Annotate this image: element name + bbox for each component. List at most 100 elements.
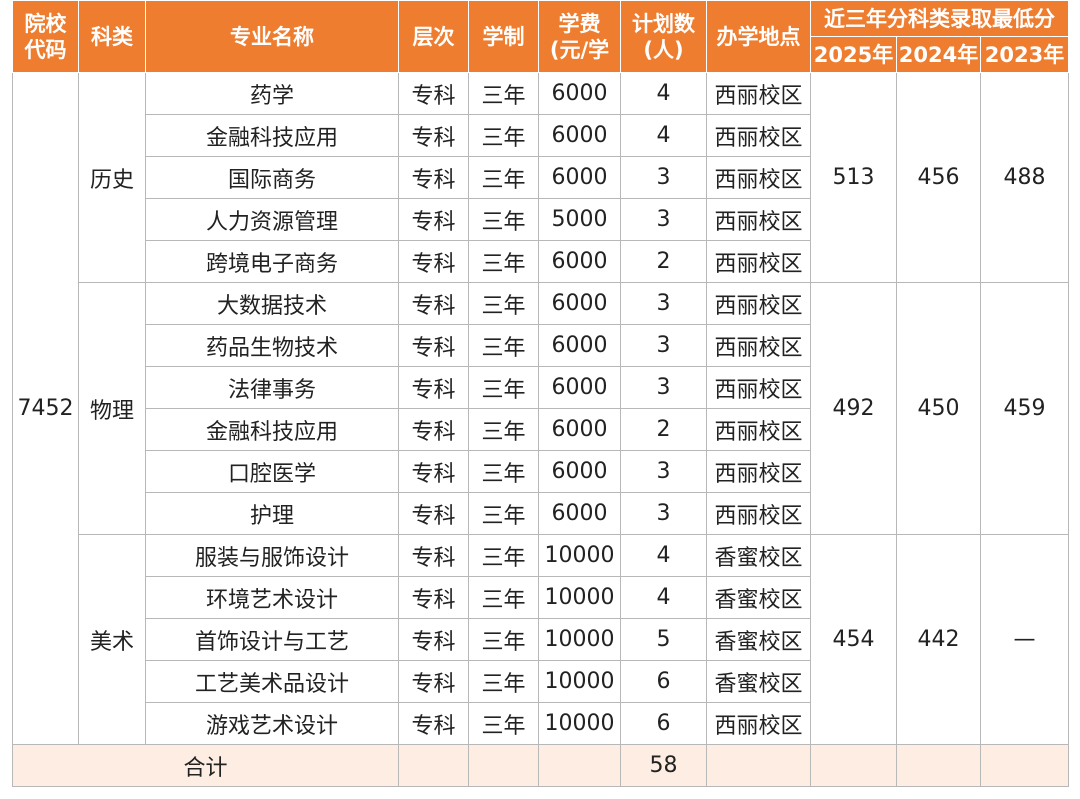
table-row: 7452 历史 药学 专科 三年 6000 4 西丽校区 513 456 488 xyxy=(12,72,1070,745)
fee: 6000 xyxy=(538,450,621,493)
table-row: 跨境电子商务 专科 三年 6000 2 西丽校区 xyxy=(13,240,1069,283)
level: 专科 xyxy=(398,492,469,535)
major: 药品生物技术 xyxy=(145,324,399,367)
min-score: — xyxy=(979,534,1070,745)
table-row: 法律事务 专科 三年 6000 3 西丽校区 xyxy=(13,366,1069,409)
fee: 10000 xyxy=(538,534,621,577)
plan: 2 xyxy=(620,408,707,451)
subject: 历史 xyxy=(78,72,146,283)
level: 专科 xyxy=(398,702,469,745)
plan: 4 xyxy=(620,534,707,577)
campus: 香蜜校区 xyxy=(706,534,811,577)
level: 专科 xyxy=(398,72,469,115)
duration: 三年 xyxy=(468,492,539,535)
plan: 4 xyxy=(620,114,707,157)
level: 专科 xyxy=(398,240,469,283)
level: 专科 xyxy=(398,156,469,199)
duration: 三年 xyxy=(468,534,539,577)
campus: 西丽校区 xyxy=(706,702,811,745)
duration: 三年 xyxy=(468,72,539,115)
min-score: 450 xyxy=(896,282,981,535)
major: 跨境电子商务 xyxy=(145,240,399,283)
duration: 三年 xyxy=(468,114,539,157)
fee: 6000 xyxy=(538,72,621,115)
header-row: 2025年 2024年 2023年 xyxy=(13,36,1070,73)
duration: 三年 xyxy=(468,240,539,283)
plan: 3 xyxy=(620,366,707,409)
campus: 西丽校区 xyxy=(706,324,811,367)
table-row: 金融科技应用 专科 三年 6000 4 西丽校区 xyxy=(13,114,1069,157)
table-body: 7452 历史 药学 专科 三年 6000 4 西丽校区 513 456 488 金融科技应用 专科 三年… xyxy=(12,72,1070,787)
plan: 2 xyxy=(620,240,707,283)
duration: 三年 xyxy=(468,618,539,661)
campus: 西丽校区 xyxy=(706,450,811,493)
fee: 6000 xyxy=(538,366,621,409)
fee: 6000 xyxy=(538,240,621,283)
plan: 3 xyxy=(620,450,707,493)
subject: 美术 xyxy=(78,534,146,745)
duration: 三年 xyxy=(468,282,539,325)
campus: 西丽校区 xyxy=(706,156,811,199)
total-row: 合计 58 xyxy=(12,744,1070,787)
major: 国际商务 xyxy=(145,156,399,199)
campus: 西丽校区 xyxy=(706,198,811,241)
table-row: 游戏艺术设计 专科 三年 10000 6 西丽校区 xyxy=(13,702,1069,745)
fee: 6000 xyxy=(538,114,621,157)
duration: 三年 xyxy=(468,660,539,703)
plan: 3 xyxy=(620,282,707,325)
table-row: 护理 专科 三年 6000 3 西丽校区 xyxy=(13,492,1069,535)
major: 法律事务 xyxy=(145,366,399,409)
fee: 6000 xyxy=(538,408,621,451)
fee: 10000 xyxy=(538,660,621,703)
fee: 6000 xyxy=(538,324,621,367)
header-cell: 院校代码 xyxy=(12,0,79,73)
major: 口腔医学 xyxy=(145,450,399,493)
header-row: 院校代码 科类 专业名称 层次 学制 学费(元/学 计划数(人) 办学地点 近三… xyxy=(12,0,1070,73)
campus: 西丽校区 xyxy=(706,240,811,283)
major: 护理 xyxy=(145,492,399,535)
level: 专科 xyxy=(398,198,469,241)
fee: 10000 xyxy=(538,618,621,661)
table-row: 金融科技应用 专科 三年 6000 2 西丽校区 xyxy=(13,408,1069,451)
fee: 5000 xyxy=(538,198,621,241)
empty-cell xyxy=(398,744,469,787)
level: 专科 xyxy=(398,660,469,703)
plan: 6 xyxy=(620,660,707,703)
level: 专科 xyxy=(398,282,469,325)
fee: 10000 xyxy=(538,576,621,619)
campus: 西丽校区 xyxy=(706,114,811,157)
header-cell: 近三年分科类录取最低分 xyxy=(809,0,1070,37)
table-row: 人力资源管理 专科 三年 5000 3 西丽校区 xyxy=(13,198,1069,241)
min-score: 459 xyxy=(979,282,1070,535)
major: 环境艺术设计 xyxy=(145,576,399,619)
header-cell: 科类 xyxy=(78,0,146,73)
admission-table: 院校代码 科类 专业名称 层次 学制 学费(元/学 计划数(人) 办学地点 近三… xyxy=(12,0,1070,787)
duration: 三年 xyxy=(468,156,539,199)
table-row: 首饰设计与工艺 专科 三年 10000 5 香蜜校区 xyxy=(13,618,1069,661)
header-cell: 学制 xyxy=(468,0,539,73)
fee: 10000 xyxy=(538,702,621,745)
min-score: 442 xyxy=(896,534,981,745)
fee: 6000 xyxy=(538,156,621,199)
level: 专科 xyxy=(398,534,469,577)
campus: 西丽校区 xyxy=(706,492,811,535)
header-cell: 办学地点 xyxy=(706,0,811,73)
major: 首饰设计与工艺 xyxy=(145,618,399,661)
empty-cell xyxy=(468,744,539,787)
campus: 香蜜校区 xyxy=(706,576,811,619)
school-code: 7452 xyxy=(12,72,79,745)
major: 大数据技术 xyxy=(145,282,399,325)
major: 金融科技应用 xyxy=(145,408,399,451)
fee: 6000 xyxy=(538,282,621,325)
level: 专科 xyxy=(398,576,469,619)
major: 金融科技应用 xyxy=(145,114,399,157)
plan: 5 xyxy=(620,618,707,661)
duration: 三年 xyxy=(468,702,539,745)
total-label: 合计 xyxy=(12,744,399,787)
plan: 4 xyxy=(620,576,707,619)
major: 工艺美术品设计 xyxy=(145,660,399,703)
plan: 3 xyxy=(620,324,707,367)
major: 游戏艺术设计 xyxy=(145,702,399,745)
min-score: 456 xyxy=(896,72,981,283)
